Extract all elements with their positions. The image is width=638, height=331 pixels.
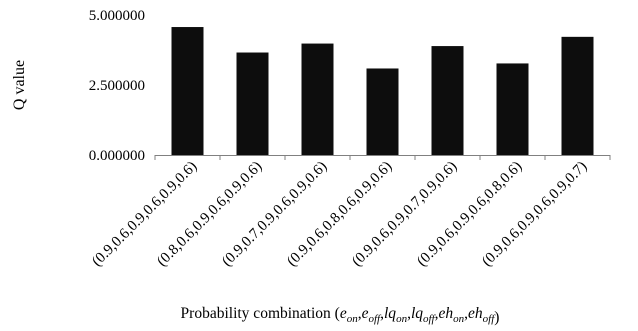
x-axis-ticks: (0.9,0.6,0.9,0.6,0.9,0.6)(0.8,0.6,0.9,0.…	[89, 155, 611, 270]
bar	[236, 52, 269, 155]
bars	[171, 27, 594, 156]
x-tick-label: (0.9,0.6,0.9,0.6,0.9,0.7)	[479, 159, 590, 270]
y-tick-label: 5.000000	[89, 8, 145, 24]
y-axis-title: Q value	[11, 60, 28, 110]
y-axis-ticks: 0.000000 2.500000 5.000000	[89, 8, 145, 164]
bar	[561, 36, 594, 156]
x-tick-label: (0.9,0.6,0.9,0.7,0.9,0.6)	[349, 159, 460, 270]
x-tick-label: (0.8,0.6,0.9,0.6,0.9,0.6)	[154, 159, 265, 270]
bar	[301, 43, 334, 156]
x-tick-label: (0.9,0.6,0.9,0.6,0.8,0.6)	[414, 159, 525, 270]
bar	[496, 63, 529, 155]
bar	[171, 27, 204, 155]
x-tick-label: (0.9,0.6,0.9,0.6,0.9,0.6)	[89, 159, 200, 270]
x-axis-title: Probability combination (eon,eoff,lqon,l…	[181, 305, 500, 326]
bar	[431, 46, 464, 155]
x-tick-label: (0.9,0.6,0.8,0.6,0.9,0.6)	[284, 159, 395, 270]
x-tick-label: (0.9,0.7,0.9,0.6,0.9,0.6)	[219, 159, 330, 270]
y-tick-label: 2.500000	[89, 78, 145, 94]
bar	[366, 68, 399, 155]
y-tick-label: 0.000000	[89, 148, 145, 164]
